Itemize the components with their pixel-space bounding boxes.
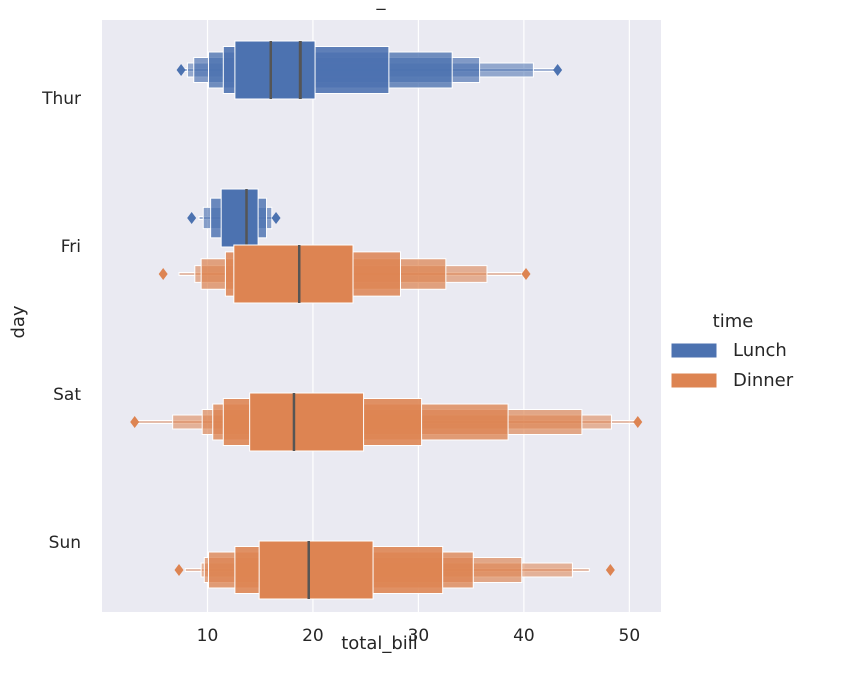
y-axis-label: day (8, 305, 29, 338)
legend-swatch-dinner (670, 372, 718, 389)
boxen-level-0 (233, 244, 354, 304)
boxen-group-dinner-sat (130, 392, 643, 452)
y-tick-label: Sat (53, 385, 81, 405)
y-tick-label: Sun (49, 533, 81, 553)
outlier-marker (176, 64, 186, 76)
outlier-marker (174, 564, 184, 576)
x-tick-label: 20 (302, 626, 324, 646)
outlier-marker (158, 268, 168, 280)
x-tick-label: 10 (197, 626, 219, 646)
legend: time Lunch Dinner (670, 311, 794, 391)
boxen-group-dinner-fri (158, 244, 531, 304)
outlier-marker (633, 416, 643, 428)
outlier-marker (553, 64, 563, 76)
outlier-marker (187, 212, 197, 224)
y-tick-labels: Thur Fri Sat Sun (41, 89, 81, 553)
outlier-marker (521, 268, 531, 280)
boxen-group-dinner-sun (174, 540, 615, 600)
x-tick-label: 50 (619, 626, 641, 646)
x-tick-labels: 10 20 30 40 50 (197, 626, 641, 646)
y-tick-label: Fri (61, 237, 81, 257)
plot-background (102, 20, 661, 612)
boxen-group-lunch-thur (176, 40, 563, 100)
x-tick-label: 30 (408, 626, 430, 646)
outlier-marker (271, 212, 281, 224)
legend-label-lunch: Lunch (733, 340, 787, 361)
outlier-marker (605, 564, 615, 576)
boxen-group-lunch-fri (187, 188, 281, 248)
boxen-level-0 (220, 188, 259, 248)
legend-swatch-lunch (670, 342, 718, 359)
chart-title: _ (376, 0, 387, 11)
grid-lines (206, 20, 630, 612)
boxen-level-0 (249, 392, 365, 452)
legend-title: time (713, 311, 754, 332)
y-tick-label: Thur (41, 89, 81, 109)
legend-label-dinner: Dinner (733, 370, 794, 391)
x-axis-label: total_bill (341, 633, 418, 654)
x-tick-label: 40 (513, 626, 535, 646)
boxen-level-0 (258, 540, 374, 600)
outlier-marker (130, 416, 140, 428)
boxen-series (130, 40, 643, 600)
boxen-level-0 (234, 40, 316, 100)
